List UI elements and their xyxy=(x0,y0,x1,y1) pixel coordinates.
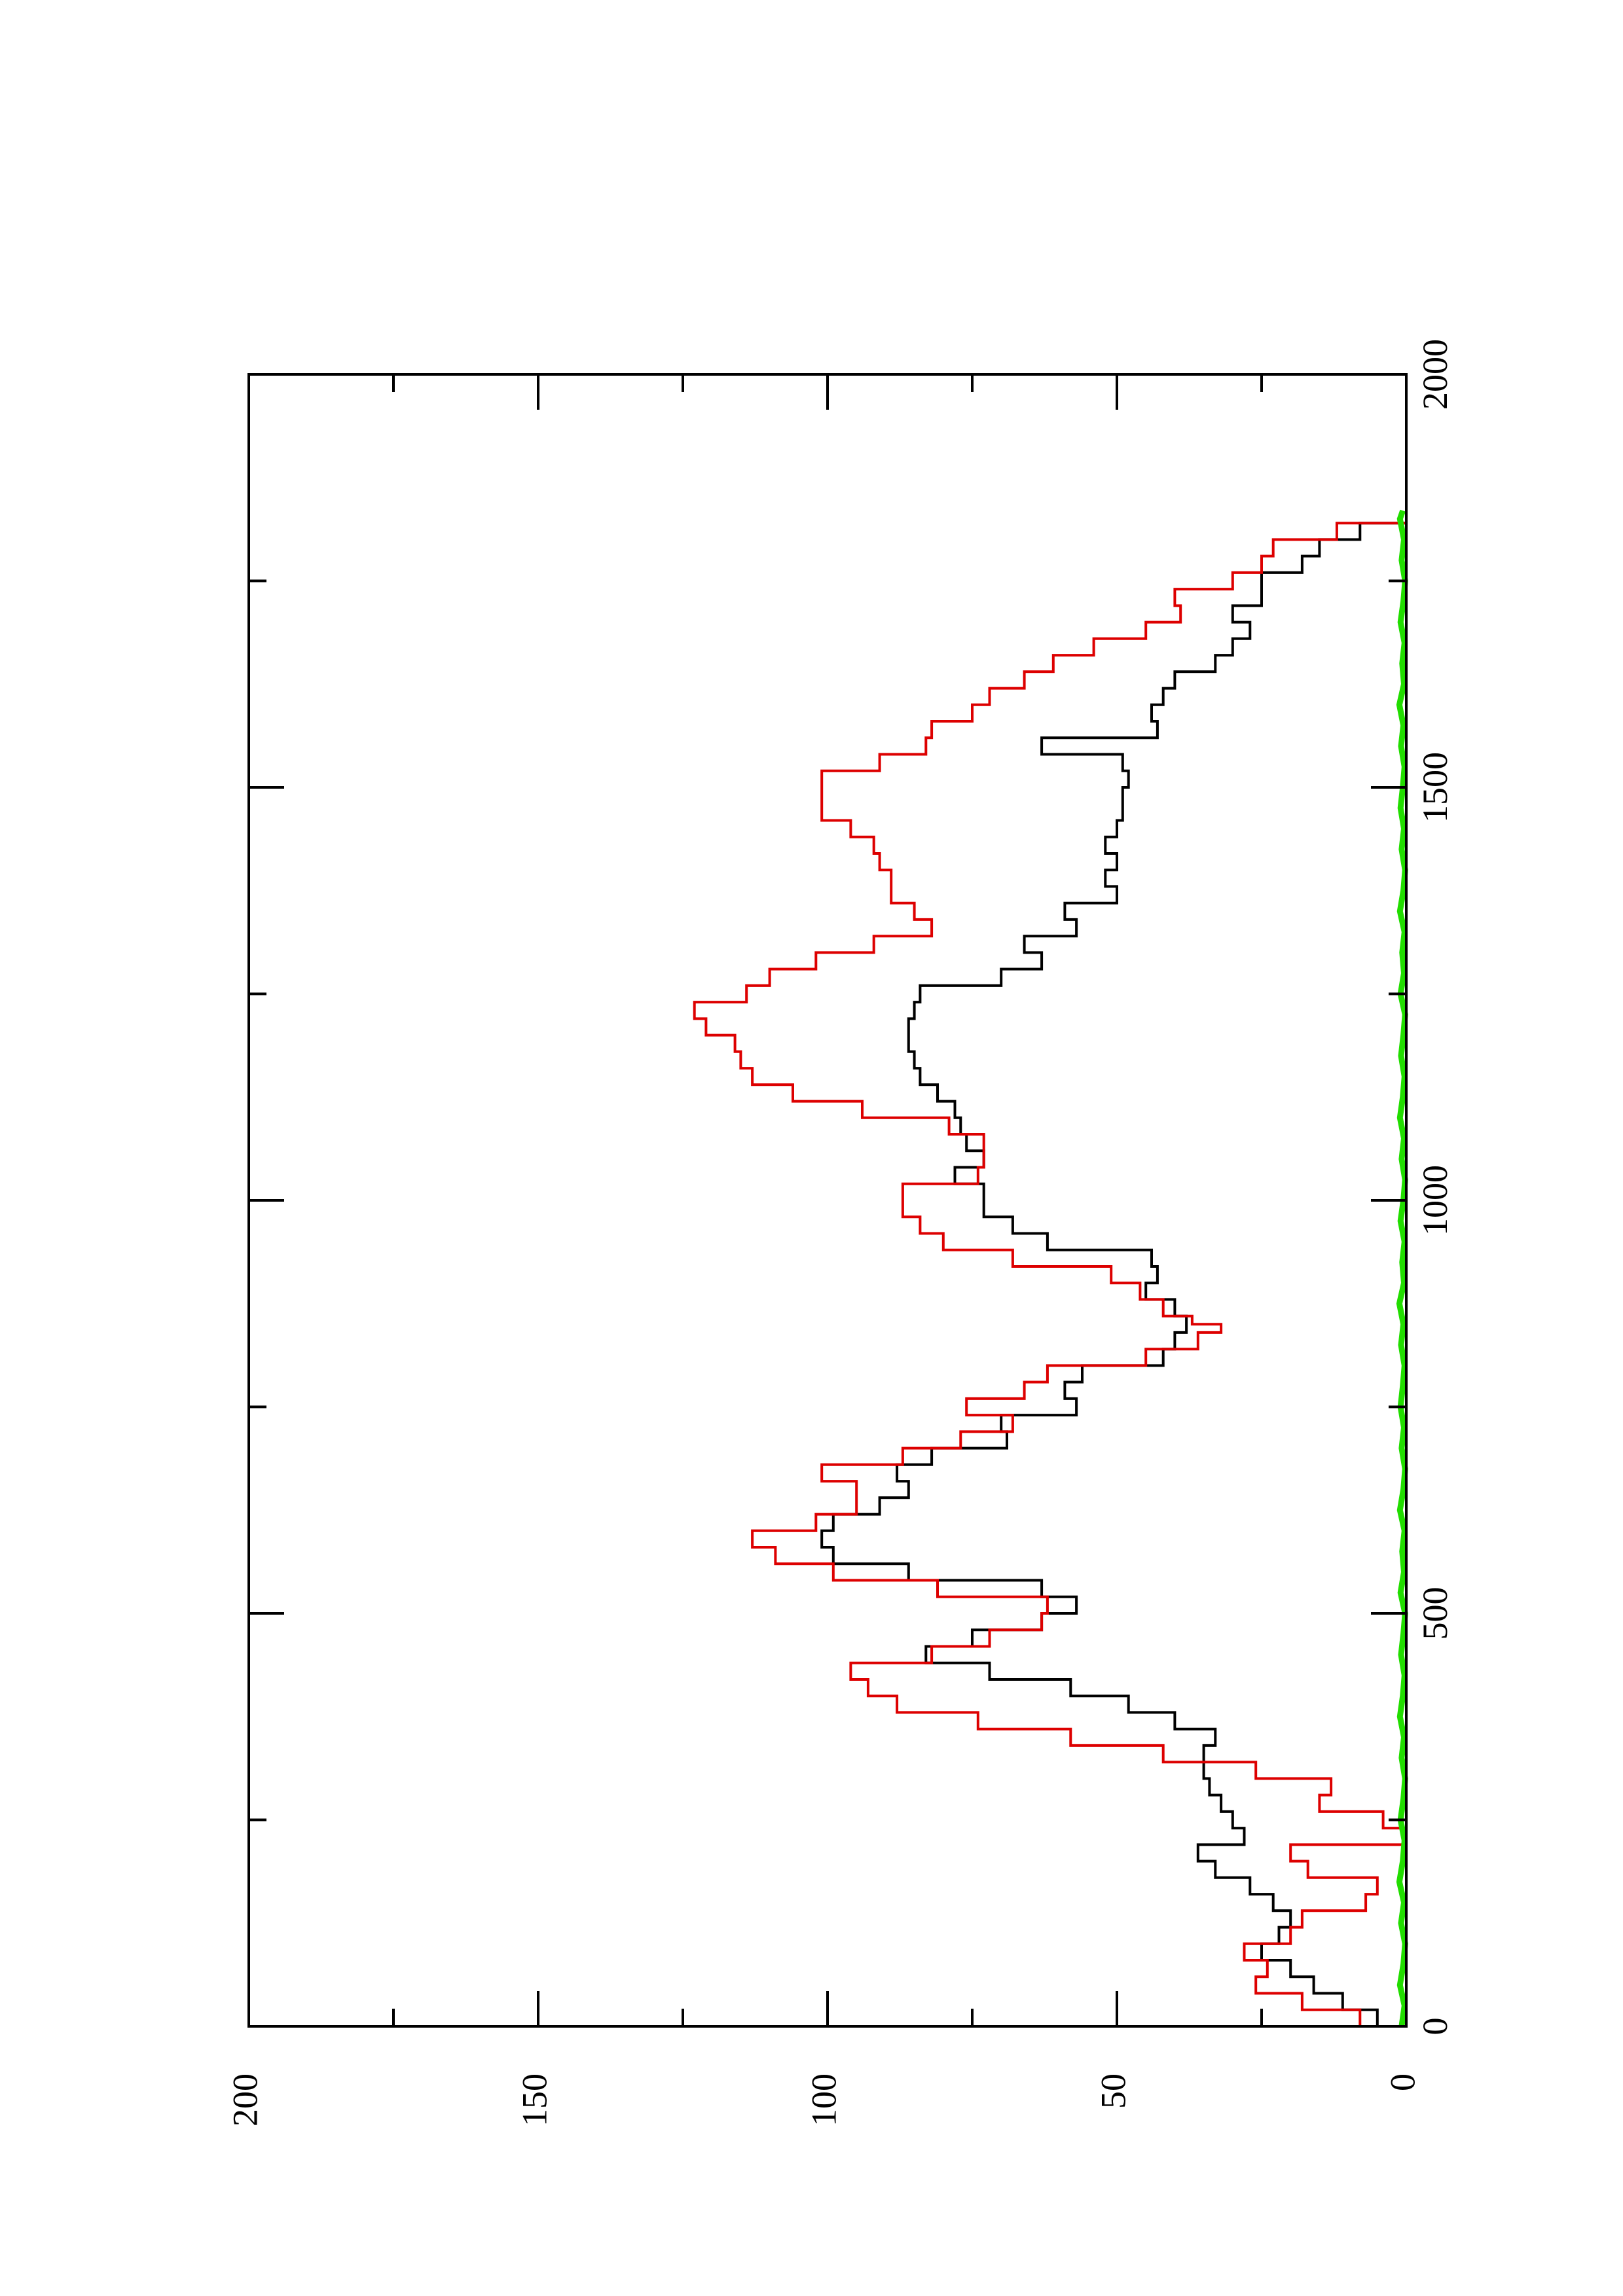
axes: 0 500 1000 1500 2000 0 50 100 150 200 xyxy=(225,339,1455,2126)
series-line-3 xyxy=(1396,509,1408,2027)
y-tick-label: 100 xyxy=(804,2073,843,2126)
y-tick-label: 150 xyxy=(515,2073,554,2126)
series-line-1 xyxy=(820,511,1408,2028)
x-tick-label: 1000 xyxy=(1415,1165,1455,1236)
x-tick-label: 2000 xyxy=(1415,339,1455,410)
x-tick-label: 0 xyxy=(1415,2018,1455,2036)
y-tick-label: 200 xyxy=(225,2073,264,2126)
y-tick-label: 0 xyxy=(1383,2073,1422,2091)
y-tick-label: 50 xyxy=(1093,2073,1133,2109)
series-line-2 xyxy=(693,511,1408,2028)
x-tick-label: 500 xyxy=(1415,1587,1455,1640)
x-tick-label: 1500 xyxy=(1415,752,1455,823)
plot-area xyxy=(693,509,1408,2028)
